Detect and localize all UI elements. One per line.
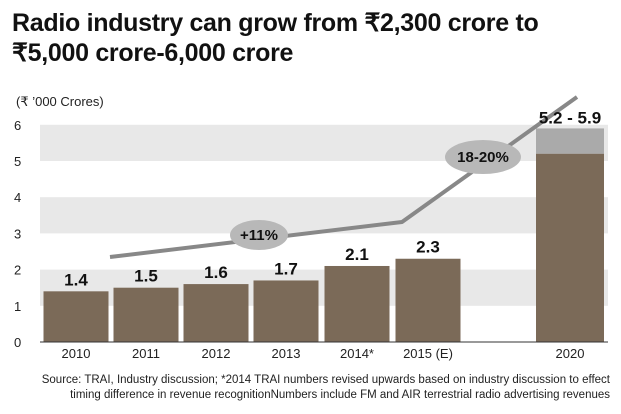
y-tick-label: 0 (14, 335, 21, 350)
data-label: 1.5 (134, 267, 158, 286)
y-tick-label: 4 (14, 190, 21, 205)
y-axis-unit-label: (₹ ’000 Crores) (16, 94, 104, 109)
bar-range-2020 (536, 128, 604, 154)
data-label: 1.4 (64, 270, 88, 289)
x-tick-label: 2010 (62, 346, 91, 361)
source-note: Source: TRAI, Industry discussion; *2014… (41, 374, 610, 401)
y-tick-label: 3 (14, 226, 21, 241)
y-tick-label: 6 (14, 118, 21, 133)
grid-band (40, 197, 608, 234)
bar (183, 284, 249, 342)
x-tick-label: 2020 (556, 346, 585, 361)
data-label: 1.7 (274, 259, 298, 278)
trend-annotation: 18-20% (457, 149, 509, 166)
y-tick-label: 2 (14, 263, 21, 278)
trend-annotation: +11% (240, 227, 278, 244)
x-tick-label: 2014* (340, 346, 374, 361)
trend-bubble (445, 140, 521, 174)
chart-title: Radio industry can grow from ₹2,300 cror… (12, 9, 539, 67)
data-label: 2.3 (416, 238, 440, 257)
trend-bubble (230, 220, 288, 250)
labels-group: 2010 1.4 2011 1.5 2012 1.6 2013 1.7 2014* 2.1 2015… (62, 108, 602, 361)
trend-group: +11% 18-20% (109, 95, 579, 259)
bar (395, 258, 461, 342)
bars-group (43, 128, 604, 342)
bar (536, 153, 604, 342)
bar (324, 265, 390, 342)
y-tick-label: 5 (14, 154, 21, 169)
data-label: 5.2 - 5.9 (539, 108, 601, 127)
axis-group: 0 1 2 3 4 5 6 (14, 118, 608, 350)
y-tick-label: 1 (14, 299, 21, 314)
bar (43, 291, 109, 342)
grid-bands (40, 124, 608, 306)
bar (113, 287, 179, 342)
x-tick-label: 2012 (202, 346, 231, 361)
x-tick-label: 2015 (E) (403, 346, 453, 361)
x-tick-label: 2011 (132, 346, 160, 361)
data-label: 2.1 (345, 245, 369, 264)
data-label: 1.6 (204, 263, 228, 282)
x-tick-label: 2013 (272, 346, 301, 361)
bar (253, 280, 319, 342)
trend-line (109, 95, 579, 259)
grid-band (40, 124, 608, 161)
